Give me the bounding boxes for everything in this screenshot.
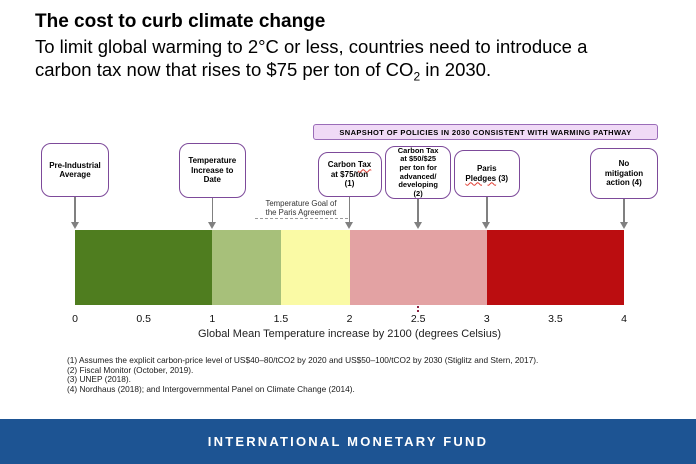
x-axis-tick-label: 0 [72,313,78,325]
paris-goal-dashed-line [255,218,348,219]
bar-segment [486,230,624,305]
pointer-arrow-head-icon [619,222,628,229]
pointer-arrow-head-icon [482,222,491,229]
spellcheck-squiggle: Tax [358,160,372,170]
callout-box-line: Pledges (3) [465,173,509,183]
callout-box-line: Pre-Industrial [49,160,101,170]
callout-box-line: at $50/$25 [400,154,437,164]
callout-box: Pre-Industrial Average [41,143,109,197]
callout-box-line: Date [203,175,221,185]
imf-footer-text: INTERNATIONAL MONETARY FUND [207,434,489,449]
imf-footer-bar: INTERNATIONAL MONETARY FUND [0,419,696,464]
pointer-arrow-stem [486,197,488,223]
bar-segment [75,230,213,305]
callout-box: Paris Pledges (3) [453,150,520,197]
callout-box-line: (1) [344,179,355,189]
bar-segment [212,230,281,305]
callout-box-line: developing [398,180,438,190]
snapshot-banner: SNAPSHOT OF POLICIES IN 2030 CONSISTENT … [313,124,658,140]
bar-segment [280,230,350,305]
x-axis-title: Global Mean Temperature increase by 2100… [197,328,502,340]
spellcheck-squiggle: Pledges [465,173,497,183]
x-axis-tick-label: 1.5 [273,313,289,325]
page-title: The cost to curb climate change [35,11,326,32]
x-axis-tick-label: 0.5 [136,313,151,325]
callout-box-line: action (4) [606,178,642,188]
x-axis-tick-label: 3 [483,313,490,325]
footnotes-block: (1) Assumes the explicit carbon-price le… [67,355,667,395]
footnote-line: (2) Fiscal Monitor (October, 2019). [67,364,194,375]
pointer-arrow-stem [623,199,625,223]
paris-goal-note-line2: the Paris Agreement [265,208,337,217]
x-axis-tick-label: 2.5 [410,313,426,325]
subtitle-text-end: in 2030. [420,59,492,80]
callout-box-line: Paris [476,164,497,173]
paris-goal-note-line1: Temperature Goal of [265,199,337,208]
callout-box-line: Temperature [188,156,237,166]
callout-box-line: at $75/ton [330,169,369,179]
header-block: The cost to curb climate change To limit… [35,10,635,89]
x-axis-tick-label: 4 [621,313,627,325]
pointer-arrow-head-icon [345,222,353,229]
footnote-line: (3) UNEP (2018). [67,374,131,385]
paris-goal-note: Temperature Goal of the Paris Agreement [251,199,351,217]
x-axis-tick-label: 2 [346,313,353,325]
page-subtitle: To limit global warming to 2°C or less, … [35,35,620,89]
callout-box-line: advanced/ [399,171,437,181]
x-axis-tick-label: 1 [209,313,216,325]
pointer-arrow-head-icon [207,222,216,229]
callout-box-line: per ton for [399,162,437,172]
callout-box-line: Carbon Tax [397,145,439,155]
callout-box-line: mitigation [604,168,644,178]
co2-subscript: 2 [413,69,421,84]
pointer-arrow-head-icon [413,222,422,229]
callout-box: Carbon Tax at $75/ton (1) [317,152,382,197]
callout-box: No mitigation action (4) [590,148,658,199]
pointer-arrow-head-icon [70,222,79,229]
callout-box-line: Carbon Tax [327,160,372,170]
x-axis-tick-label: 3.5 [548,313,563,325]
pointer-arrow-stem [211,198,213,223]
callout-box: Temperature Increase to Date [178,143,246,198]
pointer-arrow-stem [417,199,419,223]
callout-box-line: Average [59,170,91,179]
callout-box-line: (2) [413,188,423,198]
subtitle-text: To limit global warming to 2°C or less, … [35,36,588,80]
pointer-arrow-stem [74,197,76,223]
footnote-line: (4) Nordhaus (2018); and Intergovernment… [67,384,355,395]
callout-box-line: No [618,159,630,169]
callout-box-line: Increase to [191,165,234,175]
pointer-arrow-stem [348,197,351,223]
bar-segment [349,230,487,305]
callout-box: Carbon Tax at $50/$25 per ton for advanced/… [385,145,452,199]
footnote-line: (1) Assumes the explicit carbon-price le… [67,355,539,365]
